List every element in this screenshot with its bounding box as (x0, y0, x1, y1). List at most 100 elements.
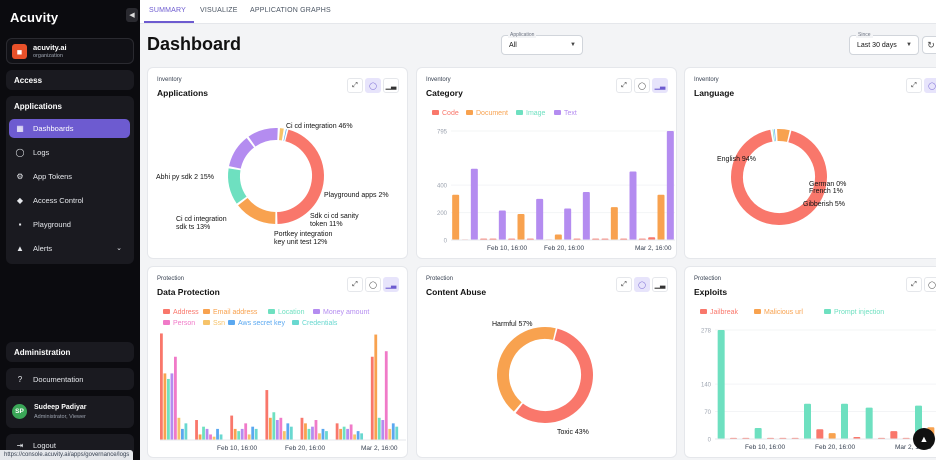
status-url: https://console.acuvity.ai/apps/governan… (0, 450, 134, 460)
bar (816, 429, 824, 439)
bar (240, 428, 244, 440)
expand-icon[interactable]: ⤢ (906, 78, 922, 93)
sidebar-item-dashboards[interactable]: ▦ Dashboards (9, 119, 130, 138)
donut-view-icon[interactable]: ◯ (365, 78, 381, 93)
donut-view-icon[interactable]: ◯ (634, 277, 650, 292)
bar (452, 194, 460, 240)
legend-label: Document (476, 110, 508, 117)
donut-view-icon[interactable]: ◯ (365, 277, 381, 292)
since-filter[interactable]: Since Last 30 days ▼ (849, 32, 919, 55)
card-title: Content Abuse (426, 287, 487, 297)
donut-slice (228, 128, 324, 224)
applications-card: Inventory Applications ⤢ ◯ ▁▃ Ci cd inte… (147, 67, 408, 259)
bar (395, 426, 399, 440)
legend-label: Jailbreak (710, 309, 739, 316)
acuvity-logo[interactable]: Acuvity (10, 10, 59, 25)
legend-swatch (203, 320, 210, 325)
refresh-icon[interactable]: ↻ (922, 36, 936, 54)
user-profile[interactable]: SP Sudeep Padiyar Administrator, Viewer (6, 396, 134, 428)
org-switcher[interactable]: ■ acuvity.ai organization (6, 38, 134, 64)
legend-label: Address (173, 309, 199, 316)
bar (311, 426, 314, 440)
card-title: Language (694, 88, 735, 98)
legend-label: Credentials (302, 320, 338, 327)
legend-label: Text (564, 110, 577, 117)
x-tick-label: Mar 2, 16:00 (895, 444, 932, 451)
chat-support-icon[interactable]: ▲ (913, 428, 935, 450)
slice-label: Sdk ci cd sanity (310, 213, 359, 220)
sidebar-item-alerts[interactable]: ▲ Alerts ⌄ (9, 239, 130, 258)
x-tick-label: Feb 20, 16:00 (815, 444, 855, 451)
bar-view-icon[interactable]: ▁▃ (652, 78, 668, 93)
y-tick-label: 140 (701, 383, 712, 389)
bar (470, 168, 478, 240)
slice-label: French 1% (809, 188, 843, 195)
category-card: Inventory Category ⤢ ◯ ▁▃ Code Document Im… (416, 67, 677, 259)
bar (254, 428, 258, 440)
administration-section[interactable]: Administration (6, 342, 134, 362)
bar (181, 428, 184, 440)
slice-label: Playground apps 2% (324, 192, 389, 199)
chat-icon: ▪ (18, 220, 22, 229)
bar (804, 403, 811, 439)
bar (356, 431, 360, 440)
expand-icon[interactable]: ⤢ (906, 277, 922, 292)
bar-view-icon[interactable]: ▁▃ (383, 277, 399, 292)
legend-label: Ssn (213, 320, 225, 327)
bar (717, 330, 725, 439)
bar (377, 417, 381, 440)
legend-swatch (554, 110, 561, 115)
bar (209, 434, 212, 440)
bar-view-icon[interactable]: ▁▃ (383, 78, 399, 93)
slice-label: Ci cd integration (176, 216, 227, 223)
bar (554, 234, 562, 240)
tab-application-graphs[interactable]: APPLICATION GRAPHS (250, 7, 331, 14)
tab-visualize[interactable]: VISUALIZE (200, 7, 238, 14)
bar (167, 378, 170, 440)
legend-swatch (163, 309, 170, 314)
logout-button[interactable]: ⇥ Logout (9, 436, 130, 455)
content-abuse-donut-chart: Harmful 57% Toxic 43% (492, 321, 593, 436)
expand-icon[interactable]: ⤢ (616, 78, 632, 93)
bar-view-icon[interactable]: ▁▃ (652, 277, 668, 292)
x-tick-label: Feb 20, 16:00 (544, 245, 584, 252)
expand-icon[interactable]: ⤢ (616, 277, 632, 292)
expand-icon[interactable]: ⤢ (347, 277, 363, 292)
chevron-left-icon[interactable]: ◀ (126, 8, 138, 22)
application-filter[interactable]: Application All ▼ (501, 32, 583, 55)
access-section[interactable]: Access (6, 70, 134, 90)
bar (391, 423, 395, 440)
bar (828, 433, 836, 439)
legend-swatch (163, 320, 170, 325)
sidebar-item-playground[interactable]: ▪ Playground (9, 215, 130, 234)
user-role: Administrator, Viewer (34, 414, 86, 420)
tab-summary[interactable]: SUMMARY (149, 7, 187, 14)
donut-view-icon[interactable]: ◯ (634, 78, 650, 93)
sidebar-item-documentation[interactable]: ? Documentation (9, 370, 130, 389)
documentation-link[interactable]: ? Documentation (6, 368, 134, 390)
chevron-down-icon: ▼ (570, 42, 576, 48)
donut-view-icon[interactable]: ◯ (924, 277, 936, 292)
donut-slice (731, 129, 827, 225)
legend-label: Location (278, 309, 305, 316)
slice-label: Ci cd integration 46% (286, 123, 353, 130)
donut-slice (228, 128, 324, 224)
card-actions: ⤢ ◯ ▁▃ (616, 277, 668, 292)
since-filter-label: Since (856, 32, 873, 38)
card-actions: ⤢ ◯ ▁▃ (906, 277, 936, 292)
org-type: organization (33, 53, 63, 59)
data-protection-card: Protection Data Protection ⤢ ◯ ▁▃ Addres… (147, 266, 408, 458)
bell-icon: ▲ (16, 244, 24, 253)
expand-icon[interactable]: ⤢ (347, 78, 363, 93)
bar (237, 431, 241, 440)
bar (318, 433, 321, 440)
bar (321, 428, 325, 440)
sidebar-item-app-tokens[interactable]: ⚙ App Tokens (9, 167, 130, 186)
card-kicker: Protection (426, 276, 454, 282)
donut-view-icon[interactable]: ◯ (924, 78, 936, 93)
sidebar-item-access-control[interactable]: ◆ Access Control (9, 191, 130, 210)
tab-bar: SUMMARY VISUALIZE APPLICATION GRAPHS (140, 0, 936, 24)
slice-label: Gibberish 5% (803, 201, 845, 208)
sidebar-item-logs[interactable]: ◯ Logs (9, 143, 130, 162)
card-kicker: Protection (157, 276, 185, 282)
